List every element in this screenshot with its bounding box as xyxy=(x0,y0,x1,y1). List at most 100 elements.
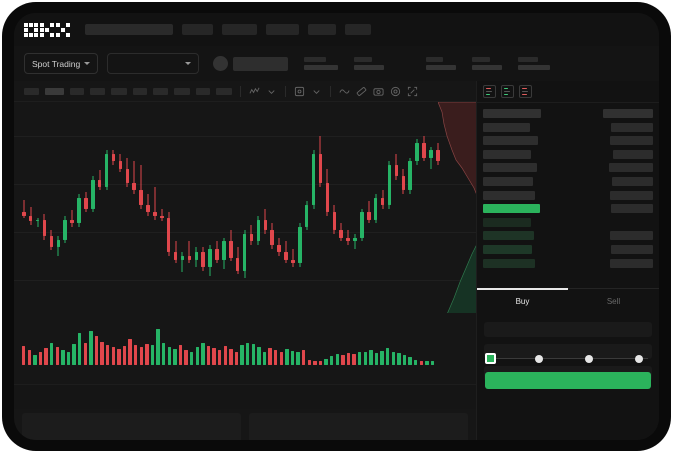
orderbook-ask-row[interactable] xyxy=(483,163,653,173)
volume-bar xyxy=(94,336,99,365)
nav-item-5[interactable] xyxy=(345,24,371,35)
candle-body xyxy=(22,212,26,216)
line-chart-icon[interactable] xyxy=(249,86,260,97)
timeframe-button-7[interactable] xyxy=(153,87,168,95)
candle-body xyxy=(160,215,164,218)
orderbook-ask-row[interactable] xyxy=(483,122,653,132)
candlestick-chart[interactable] xyxy=(14,102,476,302)
candle xyxy=(242,102,247,302)
candle xyxy=(97,102,102,302)
trading-pair-select[interactable] xyxy=(107,53,200,74)
order-amount-input[interactable] xyxy=(484,344,652,359)
spread-last-price xyxy=(483,204,540,214)
candle xyxy=(284,102,288,302)
orderbook-ask-row[interactable] xyxy=(483,136,653,146)
candle-body xyxy=(373,197,378,220)
timeframe-button-5[interactable] xyxy=(111,87,127,95)
candle xyxy=(153,102,157,302)
orderbook-ask-row[interactable] xyxy=(483,149,653,159)
timeframe-button-9[interactable] xyxy=(196,87,210,95)
order-amount-slider[interactable] xyxy=(485,352,651,366)
timeframe-button-4[interactable] xyxy=(90,87,105,95)
candle xyxy=(332,102,337,302)
candle xyxy=(422,102,426,302)
chevron-down-icon xyxy=(185,62,192,65)
orderbook-rows[interactable] xyxy=(477,103,659,288)
timeframe-button-2-active[interactable] xyxy=(45,87,64,95)
candle-body xyxy=(235,257,240,271)
ask-price xyxy=(483,149,531,159)
nav-item-1[interactable] xyxy=(182,24,213,35)
orders-panel-right[interactable] xyxy=(249,413,468,440)
volume-bar xyxy=(358,351,362,365)
nav-item-2[interactable] xyxy=(222,24,257,35)
market-stat-2-label xyxy=(354,57,373,62)
ruler-icon[interactable] xyxy=(356,86,367,97)
volume-bar xyxy=(408,356,412,365)
slider-step-75[interactable] xyxy=(635,354,643,363)
nav-item-3[interactable] xyxy=(266,24,299,35)
orderbook-buy-icon[interactable] xyxy=(501,85,514,98)
fullscreen-icon[interactable] xyxy=(407,86,418,97)
volume-bar xyxy=(89,330,93,365)
global-search-input[interactable] xyxy=(85,24,173,35)
orderbook-ask-row[interactable] xyxy=(483,176,653,186)
tab-buy[interactable]: Buy xyxy=(477,288,568,314)
volume-bar xyxy=(341,355,345,365)
slider-handle-0[interactable] xyxy=(485,353,496,364)
orderbook-both-icon[interactable] xyxy=(483,85,496,98)
orders-content-panels xyxy=(14,409,476,440)
orderbook-sell-icon[interactable] xyxy=(519,85,532,98)
timeframe-button-3[interactable] xyxy=(70,87,84,95)
timeframe-button-1[interactable] xyxy=(24,87,39,95)
candle-body xyxy=(249,234,254,242)
tab-sell[interactable]: Sell xyxy=(606,297,621,306)
candle-body xyxy=(166,217,171,253)
submit-buy-button[interactable] xyxy=(485,372,651,389)
candle xyxy=(346,102,350,302)
orderbook-col-amount xyxy=(603,109,653,118)
orders-tabbar xyxy=(14,384,476,409)
camera-icon[interactable] xyxy=(373,86,384,97)
order-price-input[interactable] xyxy=(484,322,652,337)
wave-icon[interactable] xyxy=(339,86,350,97)
volume-bar xyxy=(335,354,339,365)
orderbook-bid-row[interactable] xyxy=(483,258,653,268)
candle-body xyxy=(360,212,364,238)
candle-body xyxy=(422,143,426,158)
indicator-icon[interactable] xyxy=(294,86,305,97)
candle-wick xyxy=(292,248,294,267)
candle xyxy=(415,102,419,302)
orderbook-bid-row[interactable] xyxy=(483,244,653,254)
orderbook-bid-row[interactable] xyxy=(483,217,653,227)
timeframe-button-8[interactable] xyxy=(174,87,190,95)
slider-step-25[interactable] xyxy=(535,354,543,363)
timeframe-button-6[interactable] xyxy=(133,87,147,95)
settings-icon[interactable] xyxy=(390,86,401,97)
volume-histogram[interactable] xyxy=(14,313,476,383)
volume-bar xyxy=(117,348,121,365)
chevron-down-icon[interactable] xyxy=(311,86,322,97)
spread-amount xyxy=(611,204,653,214)
candle-body xyxy=(415,143,419,162)
market-stat-1-label xyxy=(304,57,327,62)
candle-wick xyxy=(181,252,183,273)
candle-body xyxy=(346,237,350,242)
chevron-down-icon[interactable] xyxy=(266,86,277,97)
candle xyxy=(180,102,185,302)
candle xyxy=(360,102,364,302)
okx-logo-icon[interactable] xyxy=(24,22,70,37)
slider-step-50[interactable] xyxy=(585,354,593,363)
market-stat-2-value xyxy=(354,65,385,70)
orderbook-bid-row[interactable] xyxy=(483,231,653,241)
orders-panel-left[interactable] xyxy=(22,413,241,440)
timeframe-button-10[interactable] xyxy=(216,87,232,95)
volume-bar xyxy=(296,351,300,365)
volume-bar xyxy=(66,351,71,365)
orderbook-ask-row[interactable] xyxy=(483,190,653,200)
orderbook-spread-row[interactable] xyxy=(483,204,653,214)
market-mode-dropdown[interactable]: Spot Trading xyxy=(24,53,99,74)
nav-item-4[interactable] xyxy=(308,24,336,35)
candle xyxy=(194,102,199,302)
candle-wick xyxy=(140,164,142,209)
